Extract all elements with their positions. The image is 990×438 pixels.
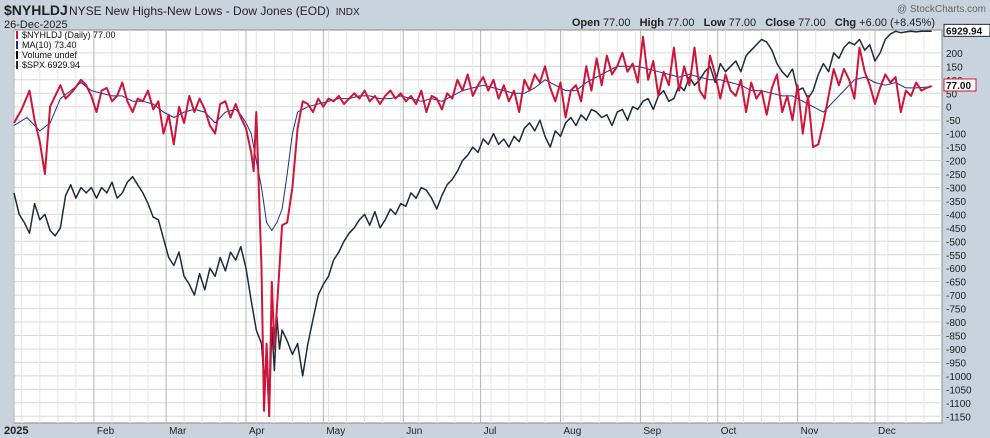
chart-date: 26-Dec-2025 — [4, 19, 68, 31]
x-tick-label: Oct — [721, 426, 737, 437]
high-label: High — [639, 17, 665, 29]
low-value: 77.00 — [728, 17, 757, 29]
y-tick-label: -1150 — [946, 412, 971, 423]
x-tick-label: Nov — [801, 426, 819, 437]
symbol: $NYHLDJ — [4, 2, 68, 18]
grid — [13, 30, 942, 423]
x-tick-label: Dec — [878, 426, 896, 437]
x-axis: 2025 Feb Mar Apr May Jun Jul Aug Sep Oct Nov Dec — [4, 425, 896, 437]
open-value: 77.00 — [602, 17, 631, 29]
y-tick-label: -650 — [946, 278, 966, 289]
y-tick-label: -100 — [946, 130, 966, 141]
legend-entry: Volume undef — [22, 50, 78, 60]
spx-last-value: 6929.94 — [946, 26, 983, 37]
close-label: Close — [765, 17, 796, 29]
y-tick-label: -450 — [946, 224, 966, 235]
close-value: 77.00 — [798, 17, 826, 29]
y-tick-label: 50 — [946, 89, 958, 100]
y-tick-label: -750 — [946, 305, 966, 316]
legend-entry: MA(10) 73.40 — [22, 40, 77, 50]
low-label: Low — [703, 17, 726, 29]
x-tick-label: Aug — [563, 426, 581, 437]
y-tick-label: -700 — [946, 291, 966, 302]
x-tick-label: 2025 — [4, 425, 28, 437]
y-tick-label: -200 — [946, 157, 966, 168]
series-nyhl-line — [13, 35, 933, 418]
y-tick-label: -900 — [946, 345, 966, 356]
y-tick-label: -500 — [946, 237, 966, 248]
y-tick-label: 0 — [946, 103, 952, 114]
y-tick-label: -150 — [946, 143, 966, 154]
y-tick-label: -850 — [946, 332, 966, 343]
x-tick-label: Jul — [484, 426, 497, 437]
y-tick-label: 150 — [946, 62, 963, 73]
y-tick-label: -50 — [946, 116, 961, 127]
y-tick-label: 200 — [946, 49, 963, 60]
x-tick-label: Jun — [406, 426, 422, 437]
nyhl-last-value: 77.00 — [946, 81, 971, 92]
exchange-label: INDX — [335, 7, 360, 18]
spx-last-tag — [943, 23, 990, 37]
y-tick-label: -800 — [946, 318, 966, 329]
legend-entry: $NYHLDJ (Daily) 77.00 — [22, 30, 116, 40]
credit-label: @ StockCharts.com — [896, 4, 986, 15]
y-tick-label: -300 — [946, 183, 966, 194]
y-tick-label: -600 — [946, 264, 966, 275]
chart-title: NYSE New Highs-New Lows - Dow Jones (EOD… — [69, 4, 360, 18]
title-text: NYSE New Highs-New Lows - Dow Jones (EOD… — [69, 4, 330, 18]
y-tick-label: -400 — [946, 210, 966, 221]
open-label: Open — [571, 17, 600, 29]
x-tick-label: Mar — [169, 426, 187, 437]
y-tick-label: -550 — [946, 251, 966, 262]
ohlc-readout: Open 77.00 High 77.00 Low 77.00 Close 77.00 … — [566, 17, 935, 29]
series-group — [13, 30, 933, 418]
y-tick-label: -350 — [946, 197, 966, 208]
y-tick-label: -950 — [946, 358, 966, 369]
high-value: 77.00 — [667, 17, 695, 29]
x-tick-label: Feb — [97, 426, 115, 437]
x-tick-label: Sep — [643, 426, 661, 437]
series-spx-line — [13, 30, 932, 418]
y-tick-label: -250 — [946, 170, 966, 181]
chg-label: Chg — [834, 17, 857, 29]
nyhl-last-tag — [943, 78, 977, 92]
y-axis: 200150100500-50-100-150-200-250-300-350-… — [946, 49, 972, 423]
legend-entry: $SPX 6929.94 — [22, 60, 80, 70]
chg-value: +6.00 (+8.45%) — [859, 17, 935, 29]
x-tick-label: Apr — [249, 426, 265, 437]
y-tick-label: -1000 — [946, 372, 972, 383]
x-tick-label: May — [326, 426, 345, 437]
last-value-labels: 6929.94 77.00 — [943, 23, 990, 92]
y-tick-label: -1100 — [946, 399, 971, 410]
y-tick-label: -1050 — [946, 385, 972, 396]
